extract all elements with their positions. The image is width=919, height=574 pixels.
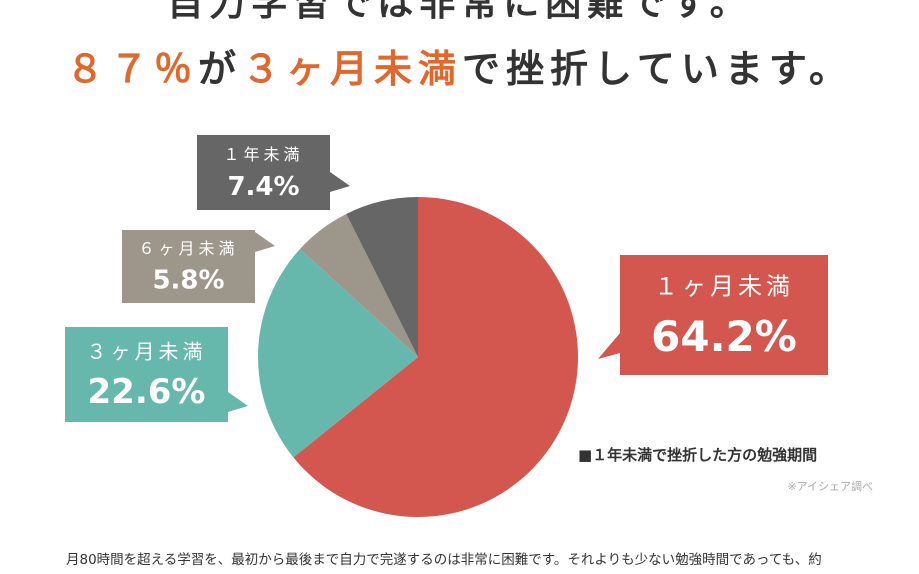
- callout-pointer: [228, 392, 248, 412]
- callout-pointer: [255, 232, 275, 252]
- callout-box: [65, 327, 228, 422]
- headline-part: ８７％: [65, 46, 198, 91]
- headline-part: が: [197, 46, 242, 91]
- pie-slice: [257, 248, 418, 458]
- legend: ■１年未満で挫折した方の勉強期間: [578, 446, 817, 464]
- headline-line1: 自力学習では非常に困難です。: [167, 0, 752, 24]
- headline-part: で挫折しています。: [461, 46, 854, 91]
- pie-slice: [293, 197, 578, 517]
- callout-box: [620, 255, 828, 375]
- callout-box: [197, 135, 330, 210]
- category-label: ３ヶ月未満: [87, 339, 207, 363]
- pie-slice: [346, 197, 418, 357]
- callout-pointer: [330, 172, 350, 192]
- source: ※アイシェア調べ: [787, 479, 873, 493]
- value-label: 22.6%: [88, 372, 206, 412]
- body-text: 月80時間を超える学習を、最初から最後まで自力で完遂するのは非常に困難です。それ…: [66, 552, 822, 568]
- value-label: 5.8%: [152, 265, 224, 295]
- headline-part: ３ヶ月未満: [241, 46, 462, 91]
- value-label: 7.4%: [227, 172, 299, 202]
- headline-line2: ８７％が３ヶ月未満で挫折しています。: [0, 38, 919, 93]
- pie-slice: [299, 213, 418, 357]
- category-label: １ヶ月未満: [654, 273, 794, 301]
- callout-box: [122, 230, 255, 303]
- value-label: 64.2%: [651, 312, 797, 361]
- category-label: ６ヶ月未満: [138, 239, 238, 258]
- category-label: １年未満: [223, 145, 303, 164]
- callout-pointer: [598, 333, 620, 359]
